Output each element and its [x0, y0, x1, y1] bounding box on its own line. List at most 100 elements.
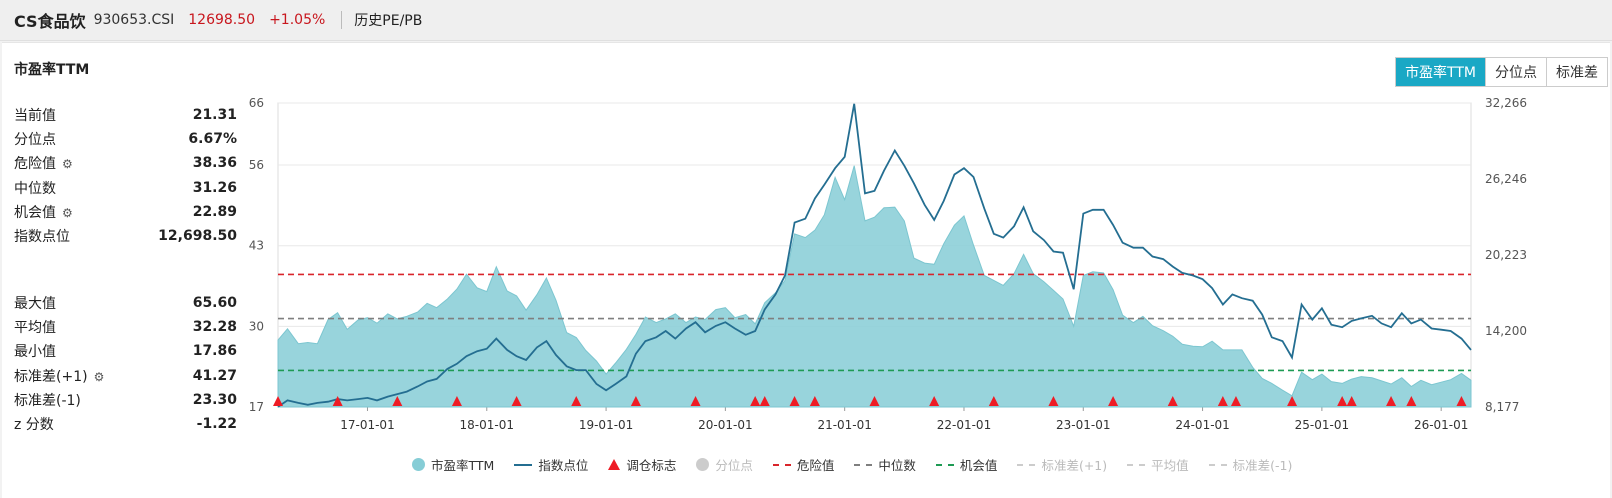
legend-item[interactable]: 标准差(-1) — [1208, 455, 1293, 474]
stat-row: 当前值 21.31 — [14, 103, 237, 127]
x-tick-label: 19-01-01 — [579, 418, 633, 432]
stat-label: z 分数 — [14, 414, 54, 434]
y-right-tick-label: 32,266 — [1485, 96, 1527, 110]
y-left-tick-label: 17 — [249, 400, 264, 414]
x-tick-label: 25-01-01 — [1295, 418, 1349, 432]
stat-row: 中位数 31.26 — [14, 176, 237, 200]
y-right-tick-label: 8,177 — [1485, 400, 1519, 414]
legend-item[interactable]: 机会值 — [935, 455, 997, 474]
gear-icon[interactable]: ⚙ — [93, 369, 105, 384]
gear-icon[interactable]: ⚙ — [62, 157, 73, 172]
legend-symbol — [696, 458, 710, 471]
rebalance-marker — [1230, 396, 1241, 406]
legend-item[interactable]: 标准差(+1) — [1017, 455, 1107, 474]
stat-row: 最小值 17.86 — [14, 339, 237, 363]
legend-label: 指数点位 — [538, 458, 589, 473]
panel-title: 市盈率TTM — [14, 62, 90, 78]
stat-value: 38.36 — [192, 155, 237, 172]
legend-label: 中位数 — [878, 458, 916, 473]
stat-label: 最大值 — [14, 293, 56, 313]
stat-row: 指数点位 12,698.50 — [14, 224, 237, 248]
x-tick-label: 21-01-01 — [817, 418, 871, 432]
stat-label-text: 当前值 — [14, 108, 56, 125]
legend-item[interactable]: 平均值 — [1127, 455, 1189, 474]
legend-label: 调仓标志 — [626, 458, 677, 473]
stat-label: 危险值 ⚙ — [14, 153, 73, 173]
y-right-tick-label: 14,200 — [1485, 324, 1527, 338]
stat-label-text: 最大值 — [14, 296, 56, 313]
stat-row: 危险值 ⚙ 38.36 — [14, 151, 237, 175]
stat-label: 当前值 — [14, 105, 56, 125]
legend-item[interactable]: 危险值 — [772, 455, 835, 474]
y-right-tick-label: 26,246 — [1485, 172, 1527, 186]
rebalance-marker — [690, 396, 701, 406]
rebalance-marker — [630, 396, 641, 406]
stat-label-text: 机会值 — [14, 204, 56, 221]
rebalance-marker — [332, 396, 343, 406]
gear-icon[interactable]: ⚙ — [62, 205, 73, 220]
stat-row: 平均值 32.28 — [14, 315, 237, 339]
pe-chart[interactable]: 17 30 43 56 66 8,177 14,200 20,223 26,246 32,266 1… — [2, 43, 1610, 453]
stat-row: z 分数 -1.22 — [14, 412, 237, 436]
stat-value: 31.26 — [192, 179, 237, 196]
rebalance-marker — [511, 396, 522, 406]
stat-label-text: 危险值 — [14, 156, 56, 173]
stat-value: 6.67% — [188, 131, 237, 148]
legend-item[interactable]: 市盈率TTM — [412, 455, 494, 474]
stat-label: 最小值 — [14, 341, 56, 361]
stat-value: 21.31 — [192, 107, 237, 124]
legend-item[interactable]: 分位点 — [696, 455, 753, 474]
page-title[interactable]: 历史PE/PB — [354, 13, 423, 29]
rebalance-marker — [273, 396, 283, 406]
stat-label-text: 中位数 — [14, 180, 56, 197]
stat-value: -1.22 — [196, 416, 237, 433]
legend-item[interactable]: 调仓标志 — [608, 455, 676, 474]
legend-item[interactable]: 指数点位 — [514, 455, 588, 474]
legend-symbol — [1017, 463, 1036, 466]
rebalance-marker — [392, 396, 403, 406]
stat-value: 23.30 — [192, 391, 237, 408]
x-tick-label: 23-01-01 — [1056, 418, 1110, 432]
legend-label: 标准差(-1) — [1232, 458, 1293, 473]
rebalance-marker — [1406, 396, 1417, 406]
legend-symbol — [1208, 463, 1227, 466]
stat-label-text: z 分数 — [14, 417, 54, 434]
stat-label-text: 标准差(+1) — [14, 368, 88, 385]
legend-label: 平均值 — [1151, 458, 1189, 473]
y-right-tick-label: 20,223 — [1485, 248, 1527, 262]
legend-label: 危险值 — [796, 458, 835, 473]
rebalance-marker — [451, 396, 462, 406]
tab-std-dev[interactable]: 标准差 — [1547, 58, 1607, 86]
stat-label: 分位点 — [14, 129, 56, 149]
y-left-tick-label: 56 — [249, 158, 264, 172]
stat-value: 22.89 — [192, 203, 237, 220]
stat-label-text: 分位点 — [14, 132, 56, 149]
stat-label: 平均值 — [14, 317, 56, 337]
stat-value: 32.28 — [192, 319, 237, 336]
rebalance-marker — [1337, 396, 1348, 406]
stat-label-text: 指数点位 — [14, 229, 70, 246]
x-tick-label: 17-01-01 — [340, 418, 394, 432]
legend-item[interactable]: 中位数 — [854, 455, 916, 474]
tab-percentile[interactable]: 分位点 — [1486, 58, 1547, 86]
stat-value: 65.60 — [192, 295, 237, 312]
rebalance-marker — [809, 396, 820, 406]
index-price: 12698.50 — [188, 12, 256, 28]
legend-symbol — [514, 463, 533, 466]
stats-group-current: 当前值 21.31 分位点 6.67% 危险值 ⚙ 38.36 中位数 31.26 机会值 ⚙ 22.… — [14, 103, 237, 248]
chart-legend: 市盈率TTM 指数点位 调仓标志 分位点 危险值 中位数 机会值 标准差(+1) 平均值 标准差(… — [412, 455, 1312, 474]
tab-pe-ttm[interactable]: 市盈率TTM — [1396, 58, 1486, 86]
stats-group-summary: 最大值 65.60 平均值 32.28 最小值 17.86 标准差(+1) ⚙ 41.27 标准差… — [14, 291, 237, 436]
rebalance-marker — [759, 396, 770, 406]
legend-symbol — [412, 458, 425, 471]
x-tick-label: 18-01-01 — [460, 418, 514, 432]
metric-tabs: 市盈率TTM 分位点 标准差 — [1395, 57, 1608, 87]
rebalance-marker — [1287, 396, 1298, 406]
stat-label-text: 平均值 — [14, 320, 56, 337]
stat-label: 中位数 — [14, 178, 56, 198]
legend-symbol — [935, 463, 954, 466]
index-code: 930653.CSI — [93, 12, 175, 28]
y-left-tick-label: 43 — [249, 239, 264, 253]
x-tick-label: 26-01-01 — [1414, 418, 1468, 432]
stat-value: 41.27 — [192, 367, 237, 384]
